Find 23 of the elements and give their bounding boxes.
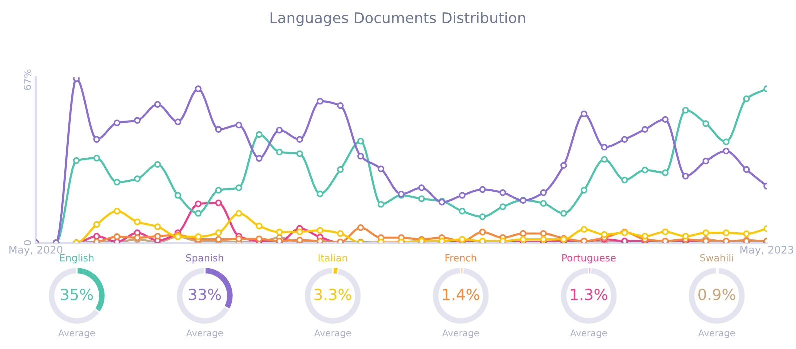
text: Average (698, 330, 736, 338)
text: Average (442, 330, 480, 338)
x-tick-label: May, 2020 (10, 246, 63, 256)
chart-title: Portuguese (562, 254, 616, 264)
text: Average (570, 330, 608, 338)
chart-title: French (446, 254, 476, 262)
text: Average (186, 330, 224, 338)
chart-title: Italian (318, 254, 348, 262)
chart-title: Swahili (700, 254, 734, 262)
y-tick-label: 0 (24, 240, 32, 246)
data-label: 35% (61, 288, 94, 300)
chart-title: English (60, 254, 94, 264)
text: Average (314, 330, 352, 338)
data-label: 1.4% (443, 288, 480, 300)
data-label: 3.3% (314, 288, 352, 300)
y-tick-label: 67% (24, 70, 32, 90)
data-label: 0.9% (698, 288, 736, 300)
chart-title: Languages Documents Distribution (270, 12, 526, 26)
data-label: 1.3% (571, 288, 608, 300)
x-tick-label: May, 2023 (740, 246, 794, 256)
text: Average (58, 330, 96, 338)
chart-title: Spanish (186, 254, 224, 264)
data-label: 33% (189, 288, 222, 300)
